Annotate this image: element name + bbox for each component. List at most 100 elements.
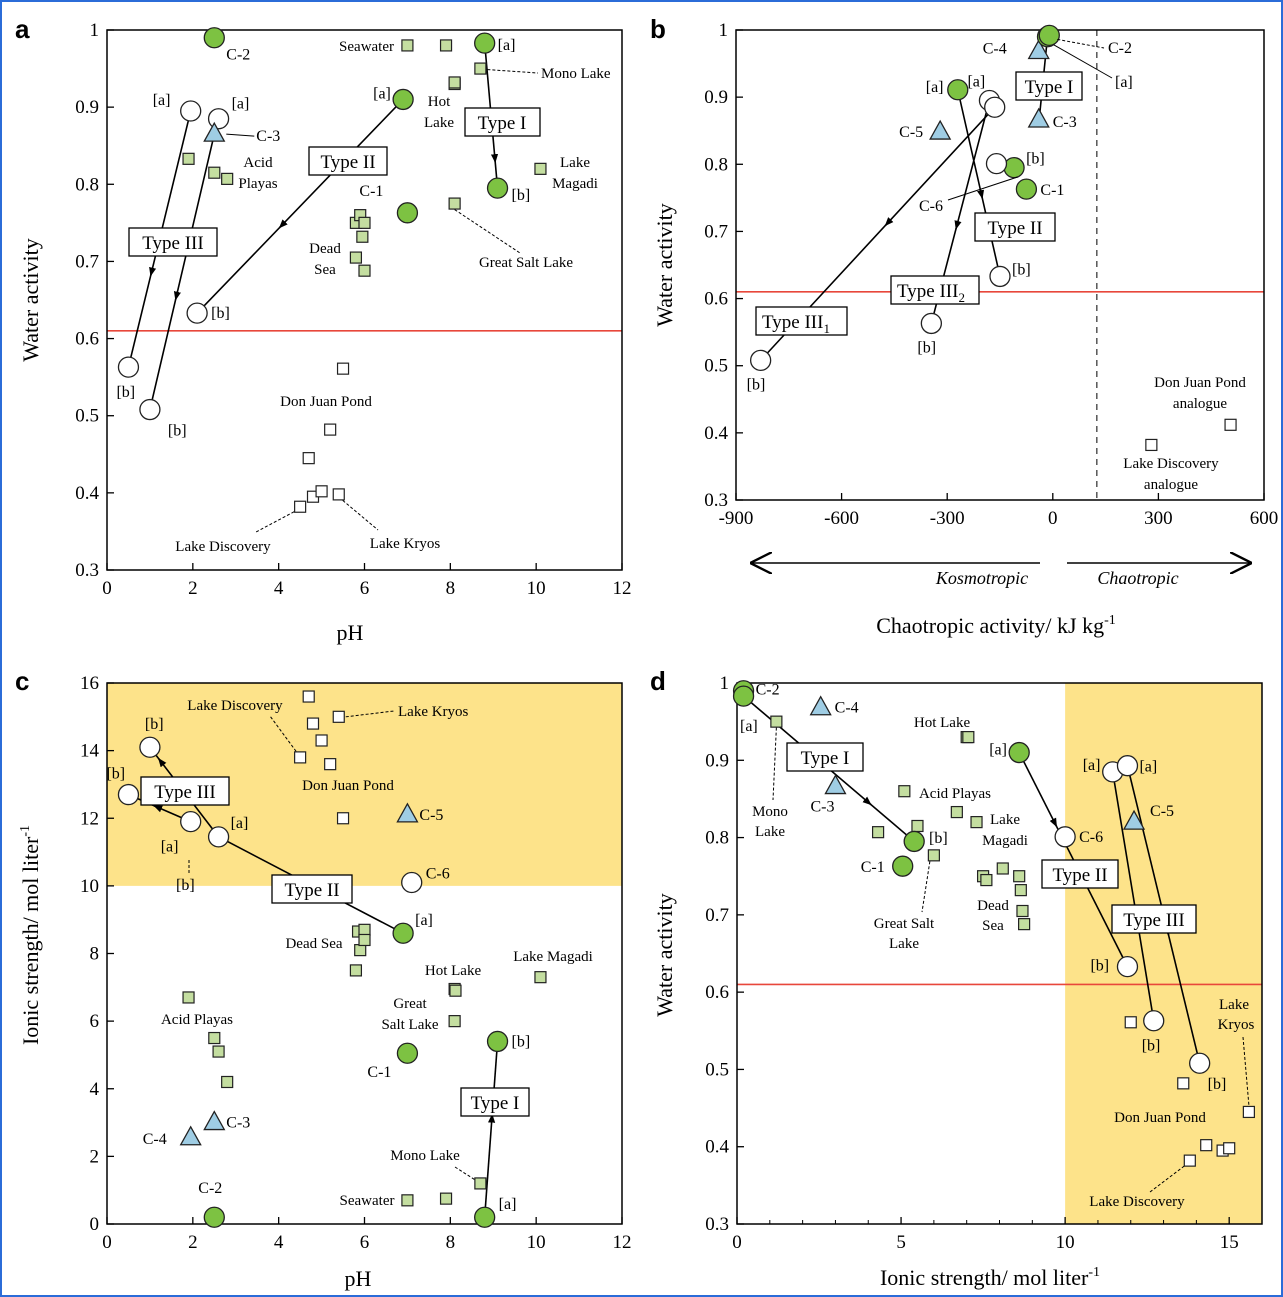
point-label: [a]	[499, 1196, 517, 1213]
natural-site-marker	[534, 162, 547, 175]
type-label-box	[460, 1087, 530, 1117]
direction-label: Kosmotropic	[935, 568, 1028, 588]
site-label: Kryos	[1218, 1017, 1255, 1033]
x-tick-label: 2	[188, 578, 198, 599]
green-point-marker	[947, 79, 969, 101]
site-label: Lake	[1219, 997, 1249, 1013]
point-label: [a]	[926, 79, 944, 96]
point-label: C-1	[1040, 182, 1064, 199]
x-tick-label: 8	[446, 578, 456, 599]
brine-marker	[1145, 438, 1158, 452]
leader-line	[921, 861, 931, 913]
natural-site-marker	[349, 964, 363, 977]
y-tick-label: 0.7	[704, 221, 728, 242]
natural-site-marker	[208, 1031, 221, 1045]
leader-line	[947, 176, 1018, 201]
y-tick-label: 0.7	[705, 905, 729, 926]
green-point-marker	[474, 1206, 496, 1228]
point-label: C-3	[256, 128, 280, 145]
y-tick-label: 16	[80, 673, 99, 694]
point-label: [b]	[917, 339, 936, 356]
white-point-marker	[139, 398, 161, 421]
point-label: C-5	[1150, 803, 1174, 820]
type-label-box	[755, 306, 848, 336]
high-ionic-strength-shading	[1065, 683, 1262, 1224]
natural-site-marker	[439, 1192, 453, 1205]
white-point-marker	[180, 100, 202, 122]
x-tick-label: 6	[360, 1232, 370, 1253]
x-axis-title: pH	[337, 620, 364, 645]
type-label-box	[1041, 859, 1119, 889]
y-axis-title: Water activity	[652, 203, 677, 326]
type-label-box	[786, 742, 864, 772]
white-point-marker	[186, 302, 208, 324]
point-label: [a]	[231, 815, 249, 832]
green-point-marker	[892, 855, 914, 877]
point-label: [a]	[153, 92, 171, 109]
site-label: Lake	[755, 824, 785, 840]
panel-c: 0 2 4 6 8 10 12 0 2 4 6 8 10 12 14 16 c pH Ionic strength/…	[15, 666, 632, 1291]
leader-line	[772, 727, 777, 801]
green-point-marker	[392, 88, 414, 111]
triangle-marker	[1027, 107, 1050, 128]
brine-marker	[1242, 1105, 1255, 1119]
point-label: [a]	[232, 96, 250, 113]
type-3-trajectory	[1111, 771, 1155, 1021]
type-label-box	[308, 146, 388, 176]
natural-site-marker	[898, 785, 911, 798]
leader-line	[342, 500, 379, 531]
white-point-marker	[1189, 1052, 1211, 1074]
site-label: Lake	[424, 115, 454, 131]
panel-letter: b	[650, 14, 666, 44]
trajectory-arrowhead	[490, 153, 499, 164]
type-label: Type III2	[897, 281, 965, 305]
type-label-box	[128, 227, 218, 257]
green-point-marker	[474, 32, 496, 54]
point-label: C-2	[1108, 40, 1132, 57]
point-label: C-1	[367, 1064, 391, 1081]
y-tick-label: 0.4	[75, 483, 99, 504]
natural-site-marker	[358, 264, 371, 277]
natural-site-marker	[439, 39, 453, 52]
point-label: [b]	[512, 187, 531, 204]
natural-site-marker	[1013, 870, 1026, 883]
y-tick-label: 0.4	[704, 423, 728, 444]
point-label: C-1	[359, 183, 383, 200]
site-label: Dead	[309, 241, 341, 257]
point-label: C-3	[810, 799, 834, 816]
point-label: [a]	[498, 37, 516, 54]
green-point-marker	[486, 177, 509, 199]
y-tick-label: 0.8	[705, 828, 729, 849]
site-label: Great Salt	[874, 916, 935, 932]
point-label: [b]	[176, 877, 195, 894]
point-label: [b]	[1142, 1038, 1161, 1055]
plot-frame	[735, 29, 1265, 501]
point-label: [b]	[1012, 261, 1031, 278]
type-label-box	[1015, 71, 1083, 101]
trajectory-arrowhead	[862, 796, 872, 806]
point-label: [b]	[211, 305, 230, 322]
site-label: Lake	[560, 155, 590, 171]
x-tick-label: -600	[824, 508, 859, 529]
point-label: [a]	[989, 742, 1007, 759]
site-label: analogue	[1144, 477, 1198, 493]
y-tick-label: 8	[90, 944, 100, 965]
leader-line	[269, 715, 297, 752]
leader-line	[1053, 44, 1113, 79]
x-tick-label: 6	[360, 578, 370, 599]
y-tick-label: 0.6	[75, 329, 99, 350]
brine-marker	[1223, 1142, 1236, 1155]
natural-site-marker	[448, 76, 461, 89]
y-tick-label: 1	[90, 20, 100, 41]
point-label: [a]	[1083, 757, 1101, 774]
natural-site-marker	[356, 230, 369, 243]
y-tick-label: 0.9	[75, 97, 99, 118]
natural-site-marker	[474, 1177, 487, 1190]
type-label-subscript: 2	[958, 290, 965, 305]
green-point-marker	[1015, 178, 1038, 200]
trajectory-arrowhead	[173, 291, 181, 301]
brine-marker	[1183, 1154, 1196, 1167]
x-tick-label: 0	[102, 578, 112, 599]
